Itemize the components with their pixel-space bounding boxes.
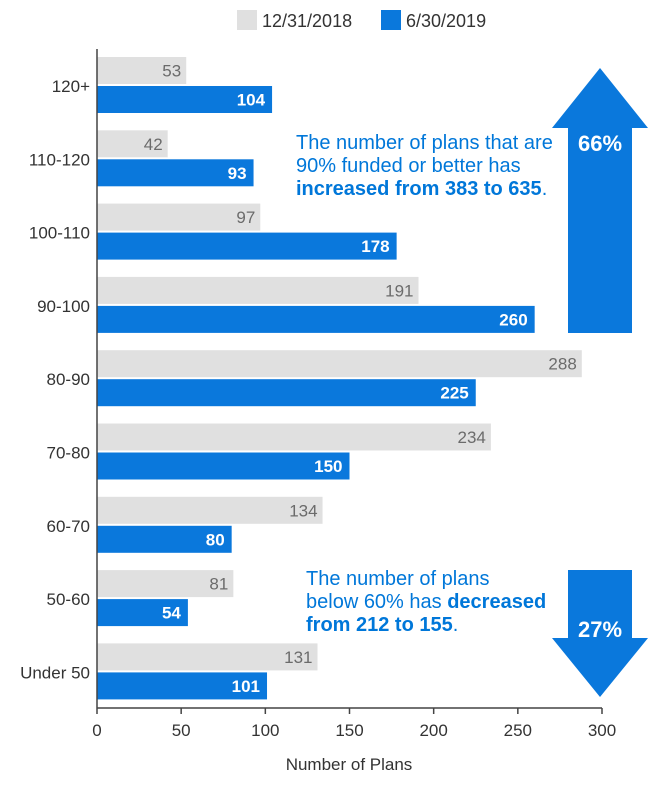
- bar-value-label-series-1: 234: [458, 428, 486, 447]
- bar-group: 134 80: [97, 496, 323, 553]
- bar-value-label-series-1: 81: [209, 575, 228, 594]
- bar-group: 97 178: [97, 203, 397, 260]
- down-arrow-shape: [552, 570, 648, 697]
- annotation-decrease-highlight-2: from 212 to 155: [306, 614, 453, 636]
- legend-swatch: [381, 10, 401, 30]
- annotation-increase-line-1: The number of plans that are: [296, 132, 553, 154]
- category-label: 50-60: [47, 590, 90, 609]
- annotation-increase-line-3: increased from 383 to 635.: [296, 178, 566, 201]
- legend-swatch: [237, 10, 257, 30]
- bar-series-2: [97, 86, 273, 113]
- bar-group: 53 104: [97, 57, 273, 113]
- bar-group: 131 101: [97, 643, 318, 700]
- bar-series-2: [97, 672, 268, 700]
- bar-value-label-series-2: 225: [440, 384, 468, 403]
- bar-series-1: [97, 57, 187, 84]
- x-tick-label: 300: [588, 721, 616, 740]
- bar-series-1: [97, 643, 318, 671]
- bar-value-label-series-2: 93: [228, 164, 247, 183]
- bar-group: 234 150: [97, 423, 491, 480]
- bar-group: 42 93: [97, 130, 254, 187]
- legend-label: 12/31/2018: [262, 11, 352, 31]
- annotation-increase: The number of plans that are 90% funded …: [296, 132, 566, 201]
- bar-value-label-series-1: 191: [385, 281, 413, 300]
- bar-value-label-series-1: 134: [289, 501, 317, 520]
- legend-label: 6/30/2019: [406, 11, 486, 31]
- down-arrow-label: 27%: [578, 617, 622, 642]
- bar-group: 288 225: [97, 350, 582, 407]
- bar-series-1: [97, 496, 323, 524]
- bar-value-label-series-2: 80: [206, 530, 225, 549]
- bar-series-2: [97, 452, 350, 480]
- category-label: 100-110: [29, 224, 90, 243]
- x-axis: 0 50 100 150 200 250 300: [92, 49, 616, 740]
- category-label: 70-80: [47, 444, 90, 463]
- annotation-decrease-line-1: The number of plans: [306, 568, 490, 590]
- x-tick-label: 250: [504, 721, 532, 740]
- annotation-decrease-line-2: below 60% has decreased: [306, 591, 566, 614]
- bar-series-2: [97, 159, 254, 187]
- bar-series-1: [97, 570, 234, 598]
- category-label: 60-70: [47, 517, 90, 536]
- bar-series-1: [97, 350, 582, 378]
- annotation-decrease-highlight-1: decreased: [447, 591, 547, 613]
- annotation-decrease-period: .: [452, 614, 459, 636]
- bar-series-2: [97, 305, 535, 333]
- bar-value-label-series-1: 288: [548, 355, 576, 374]
- annotation-decrease-text: below 60% has: [306, 591, 448, 613]
- category-label: Under 50: [20, 663, 90, 682]
- category-label: 80-90: [47, 370, 90, 389]
- category-label: 110-120: [29, 150, 90, 169]
- bar-value-label-series-2: 150: [314, 457, 342, 476]
- x-axis-title: Number of Plans: [286, 755, 413, 774]
- bar-series-2: [97, 379, 476, 407]
- annotation-increase-period: .: [541, 178, 548, 200]
- bars: 53 104 42 93 97 178 191 260 288 225 234 150 134 80 81 5…: [97, 57, 582, 700]
- legend-item: 12/31/2018: [237, 10, 352, 31]
- category-labels: 120+ 110-120 100-110 90-100 80-90 70-80 60-70 5…: [20, 77, 90, 682]
- bar-group: 81 54: [97, 570, 234, 627]
- x-tick-label: 150: [335, 721, 363, 740]
- legend-item: 6/30/2019: [381, 10, 486, 31]
- bar-series-2: [97, 525, 232, 553]
- bar-group: 191 260: [97, 276, 535, 333]
- bar-value-label-series-2: 260: [499, 310, 527, 329]
- bar-value-label-series-2: 104: [237, 91, 266, 110]
- bar-value-label-series-1: 131: [284, 648, 312, 667]
- bar-series-1: [97, 423, 491, 451]
- annotation-decrease-line-3: from 212 to 155.: [306, 614, 566, 637]
- x-tick-label: 100: [251, 721, 279, 740]
- bar-series-1: [97, 276, 419, 304]
- bar-series-1: [97, 130, 168, 158]
- up-arrow-shape: [552, 68, 648, 333]
- bar-series-2: [97, 599, 188, 627]
- x-tick-label: 200: [419, 721, 447, 740]
- down-arrow: 27%: [552, 570, 648, 697]
- bar-value-label-series-2: 178: [361, 237, 389, 256]
- x-tick-label: 0: [92, 721, 101, 740]
- bar-value-label-series-1: 53: [162, 62, 181, 81]
- bar-series-2: [97, 232, 397, 260]
- legend: 12/31/2018 6/30/2019: [237, 10, 486, 31]
- annotation-decrease: The number of plans below 60% has decrea…: [306, 568, 566, 637]
- up-arrow: 66%: [552, 68, 648, 333]
- category-label: 90-100: [37, 297, 90, 316]
- bar-series-1: [97, 203, 261, 231]
- up-arrow-label: 66%: [578, 131, 622, 156]
- bar-value-label-series-2: 54: [162, 604, 181, 623]
- annotation-increase-line-2: 90% funded or better has: [296, 155, 521, 177]
- bar-value-label-series-1: 97: [236, 208, 255, 227]
- annotation-increase-highlight: increased from 383 to 635: [296, 178, 542, 200]
- bar-value-label-series-1: 42: [144, 135, 163, 154]
- bar-value-label-series-2: 101: [232, 677, 260, 696]
- category-label: 120+: [52, 77, 90, 96]
- x-tick-label: 50: [172, 721, 191, 740]
